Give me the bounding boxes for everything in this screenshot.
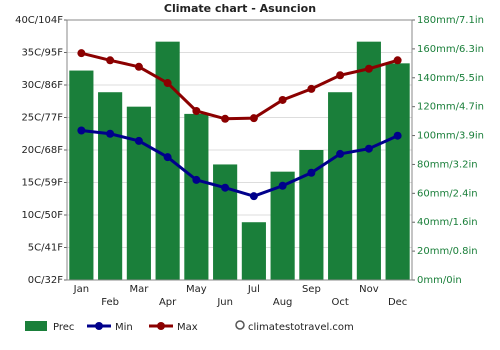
- plot-border: [66, 19, 413, 281]
- marker: [336, 149, 345, 158]
- x-tick-label: Jun: [216, 297, 233, 308]
- marker: [192, 175, 201, 184]
- y2-tick-label: 100mm/3.9in: [417, 131, 484, 142]
- y2-tick-label: 20mm/0.8in: [417, 246, 478, 257]
- marker: [134, 62, 143, 71]
- marker: [336, 71, 345, 80]
- marker: [106, 129, 115, 138]
- marker: [192, 107, 201, 115]
- x-tick-label: Mar: [129, 284, 149, 295]
- marker: [77, 126, 86, 135]
- bar: [69, 70, 94, 280]
- legend-swatch: [157, 322, 165, 330]
- marker: [163, 79, 172, 88]
- y2-tick-label: 180mm/7.1in: [417, 15, 484, 26]
- watermark-icon: [235, 320, 245, 330]
- y-tick-label: 25C/77F: [21, 113, 63, 124]
- bar: [98, 92, 123, 280]
- bar: [328, 92, 353, 280]
- marker: [221, 183, 230, 192]
- marker: [221, 114, 230, 123]
- y-tick-label: 20C/68F: [21, 145, 63, 156]
- y2-tick-label: 80mm/3.2in: [417, 159, 478, 170]
- x-tick-label: Nov: [359, 284, 379, 295]
- x-tick-label: Oct: [331, 297, 348, 308]
- legend-swatch: [95, 322, 103, 330]
- bar: [241, 222, 266, 280]
- marker: [393, 131, 402, 140]
- y2-tick-label: 60mm/2.4in: [417, 188, 478, 199]
- marker: [249, 192, 258, 201]
- x-tick-label: May: [186, 284, 207, 295]
- y-tick-label: 5C/41F: [28, 243, 63, 254]
- legend-label: Min: [115, 322, 133, 333]
- bar: [184, 113, 209, 280]
- marker: [278, 95, 287, 104]
- y2-tick-label: 140mm/5.5in: [417, 73, 484, 84]
- y-tick-label: 10C/50F: [21, 210, 63, 221]
- x-tick-label: Jul: [247, 284, 260, 295]
- bar: [385, 63, 410, 281]
- x-tick-label: Dec: [388, 297, 407, 308]
- bar: [213, 164, 238, 280]
- y-tick-label: 0C/32F: [28, 275, 63, 286]
- marker: [163, 153, 172, 162]
- chart-title: Climate chart - Asuncion: [164, 2, 316, 15]
- marker: [249, 114, 258, 123]
- x-tick-label: Aug: [273, 297, 293, 308]
- marker: [106, 56, 115, 65]
- marker: [364, 144, 373, 153]
- legend-label: Max: [177, 322, 198, 333]
- x-tick-label: Apr: [159, 297, 177, 308]
- line: [81, 51, 399, 121]
- y-tick-label: 30C/86F: [21, 80, 63, 91]
- y-tick-label: 40C/104F: [15, 15, 63, 26]
- watermark: climatestotravel.com: [248, 322, 354, 333]
- legend-swatch: [25, 321, 47, 331]
- marker: [77, 49, 86, 58]
- bar: [126, 106, 151, 281]
- marker: [307, 168, 316, 177]
- y2-tick-label: 0mm/0in: [417, 275, 462, 286]
- bar: [356, 41, 381, 280]
- marker: [364, 64, 373, 73]
- marker: [307, 84, 316, 93]
- x-tick-label: Feb: [101, 297, 119, 308]
- marker: [393, 56, 402, 65]
- legend-label: Prec: [53, 322, 74, 333]
- line: [81, 129, 399, 198]
- marker: [278, 181, 287, 190]
- x-tick-label: Sep: [302, 284, 321, 295]
- marker: [134, 136, 143, 145]
- y2-tick-label: 40mm/1.6in: [417, 217, 478, 228]
- y-tick-label: 15C/59F: [21, 178, 63, 189]
- y2-tick-label: 160mm/6.3in: [417, 44, 484, 55]
- y2-tick-label: 120mm/4.7in: [417, 102, 484, 113]
- x-tick-label: Jan: [73, 284, 89, 295]
- y-tick-label: 35C/95F: [21, 48, 63, 59]
